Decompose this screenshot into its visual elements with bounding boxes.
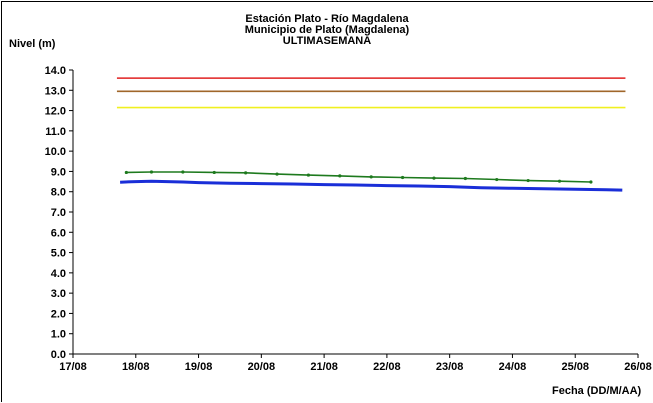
y-tick-label: 13.0	[45, 85, 66, 97]
series-point	[495, 177, 499, 182]
series-point	[124, 170, 128, 175]
chart-frame-top	[1, 1, 653, 2]
series-line	[120, 179, 623, 192]
y-tick-label: 1.0	[51, 329, 66, 341]
series-point	[275, 172, 279, 176]
series-point	[338, 174, 342, 178]
series-point	[557, 179, 562, 183]
y-tick-label: 11.0	[45, 126, 66, 138]
chart-title-line-3: ULTIMASEMANA	[283, 35, 371, 47]
x-tick-label: 22/08	[373, 361, 401, 373]
y-tick-label: 6.0	[51, 227, 66, 239]
y-tick-label: 7.0	[51, 207, 66, 219]
x-tick-label: 26/08	[624, 361, 652, 373]
series-point	[463, 176, 467, 181]
y-tick-label: 5.0	[51, 248, 66, 260]
series-line	[126, 171, 591, 183]
y-tick-label: 0.0	[51, 349, 66, 361]
y-tick-label: 2.0	[51, 308, 66, 320]
series-point	[369, 175, 373, 179]
y-tick-label: 3.0	[51, 288, 66, 300]
y-tick-label: 12.0	[45, 106, 66, 118]
x-tick-label: 19/08	[185, 361, 213, 373]
series-point	[432, 176, 436, 180]
series-point	[400, 175, 405, 180]
x-tick-label: 18/08	[122, 361, 150, 373]
y-tick-label: 4.0	[51, 268, 66, 280]
x-tick-label: 17/08	[59, 361, 87, 373]
chart-title-line-2: Municipio de Plato (Magdalena)	[245, 24, 410, 36]
chart-frame-left	[1, 1, 2, 402]
y-tick-label: 9.0	[51, 166, 66, 178]
series-point	[212, 170, 216, 175]
x-tick-label: 20/08	[248, 361, 276, 373]
x-tick-label: 25/08	[561, 361, 589, 373]
x-axis-label: Fecha (DD/M/AA)	[552, 385, 642, 397]
series-point	[149, 170, 154, 174]
x-tick-label: 24/08	[499, 361, 527, 373]
series-point	[589, 180, 593, 184]
chart-title-line-1: Estación Plato - Río Magdalena	[245, 13, 409, 25]
series-point	[526, 178, 530, 183]
series-point	[181, 170, 185, 174]
y-tick-label: 10.0	[45, 146, 66, 158]
y-tick-label: 14.0	[45, 65, 66, 77]
x-tick-label: 21/08	[310, 361, 338, 373]
x-tick-label: 23/08	[436, 361, 464, 373]
series-point	[244, 171, 248, 175]
y-tick-label: 8.0	[51, 187, 66, 199]
series-point	[306, 173, 311, 177]
y-axis-label: Nivel (m)	[9, 38, 56, 50]
